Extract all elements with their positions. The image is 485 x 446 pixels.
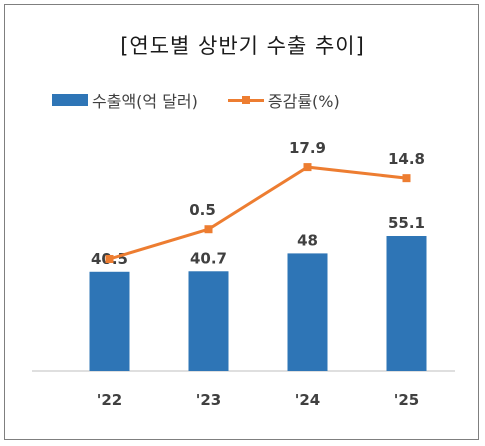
legend-bar-label: 수출액(억 달러) bbox=[92, 92, 198, 111]
line-point-0 bbox=[105, 255, 114, 263]
chart-legend: 수출액(억 달러) 증감률(%) bbox=[52, 88, 340, 112]
line-point-2 bbox=[303, 163, 312, 172]
line-label-2: 17.9 bbox=[289, 139, 326, 157]
line-series bbox=[109, 165, 407, 261]
chart-title: [연도별 상반기 수출 추이] bbox=[120, 34, 365, 58]
line-point-1 bbox=[204, 225, 213, 234]
legend-bar-swatch bbox=[52, 94, 88, 106]
bar-1 bbox=[188, 271, 229, 371]
line-point-3 bbox=[402, 174, 411, 183]
x-tick-label-3: '25 bbox=[394, 391, 419, 409]
x-tick-label-1: '23 bbox=[196, 391, 221, 409]
bar-3 bbox=[386, 236, 427, 371]
bar-label-1: 40.7 bbox=[190, 249, 227, 267]
line-label-3: 14.8 bbox=[388, 150, 425, 168]
x-tick-label-2: '24 bbox=[295, 391, 320, 409]
bar-2 bbox=[287, 253, 328, 371]
bar-label-2: 48 bbox=[297, 231, 318, 249]
bar-label-3: 55.1 bbox=[388, 214, 425, 232]
line-label-1: 0.5 bbox=[189, 201, 216, 219]
x-tick-label-0: '22 bbox=[97, 391, 122, 409]
legend-line-label: 증감률(%) bbox=[267, 92, 340, 111]
legend-line-swatch bbox=[227, 94, 264, 106]
bar-0 bbox=[89, 271, 130, 371]
